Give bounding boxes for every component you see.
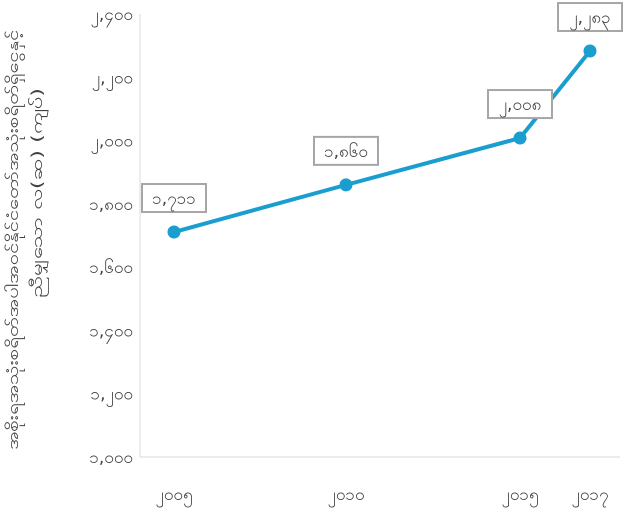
y-tick-label: ၂,၂၀၀ [92, 68, 133, 91]
data-point [513, 131, 527, 145]
data-label-box [313, 135, 379, 166]
series-line [173, 49, 592, 234]
data-label: ၁,၈၆၀ [324, 141, 368, 162]
data-points [167, 44, 597, 239]
data-point [167, 225, 181, 239]
y-axis-label-line2: ညီမျှသော လ(ဆ) (ကျပ်) [28, 88, 49, 298]
y-tick-label: ၁,၆၀၀ [89, 257, 133, 278]
data-label-box [141, 183, 207, 214]
y-tick-label: ၁,၈၀၀ [89, 195, 133, 215]
x-tick-label: ၂၀၀၅ [155, 485, 192, 508]
data-labels: ၁,၇၁၁ ၁,၈၆၀ ၂,၀၀၈ ၂,၂၈၃ [141, 2, 623, 214]
data-point [583, 44, 597, 58]
y-tick-labels: ၁,၀၀၀ ၁,၂၀၀ ၁,၄၀၀ ၁,၆၀၀ ၁,၈၀၀ ၂,၀၀၀ ၂,၂၀၀ ၂,၄၀၀ [89, 5, 133, 468]
data-label: ၁,၇၁၁ [152, 189, 196, 212]
y-tick-label: ၁,၂၀၀ [91, 385, 133, 408]
x-tick-label: ၂၀၁၇ [571, 485, 608, 508]
data-label-box [557, 2, 623, 33]
y-tick-label: ၂,၀၀၀ [91, 132, 133, 155]
x-tick-labels: ၂၀၀၅ ၂၀၁၀ ၂၀၁၅ ၂၀၁၇ [155, 485, 608, 508]
data-label: ၂,၀၀၈ [499, 95, 542, 118]
x-tick-label: ၂၀၁၀ [327, 485, 364, 508]
data-label-box [487, 89, 553, 120]
y-tick-label: ၁,၄၀၀ [89, 321, 133, 344]
y-tick-label: ၁,၀၀၀ [89, 448, 133, 468]
y-axis-label-line1: အစိုးရအသုံးစရိတ်အပါအဝင်နိုင်ငံတော်အသုံးစ… [4, 30, 25, 450]
x-tick-label: ၂၀၁၅ [501, 485, 538, 508]
data-point [339, 178, 353, 192]
y-tick-label: ၂,၄၀၀ [91, 5, 133, 28]
data-label: ၂,၂၈၃ [569, 8, 610, 31]
